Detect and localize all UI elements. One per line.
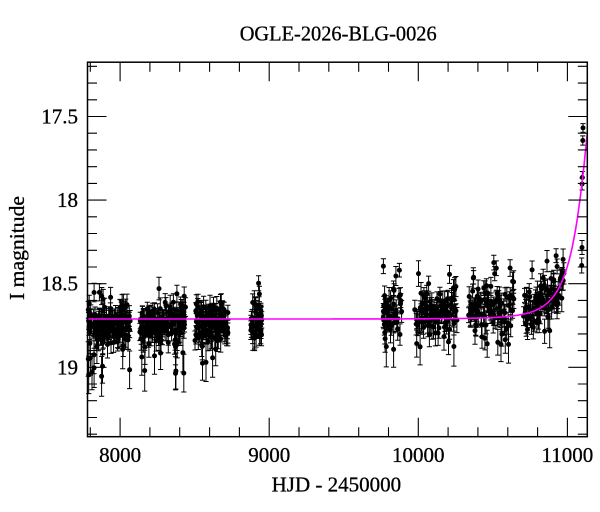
svg-text:8000: 8000 [99,443,141,467]
svg-text:19: 19 [57,355,78,379]
svg-text:18.5: 18.5 [41,272,78,296]
svg-text:OGLE-2026-BLG-0026: OGLE-2026-BLG-0026 [240,21,437,45]
svg-text:18: 18 [57,188,78,212]
svg-text:I magnitude: I magnitude [5,196,29,300]
svg-text:HJD - 2450000: HJD - 2450000 [272,472,402,496]
svg-text:17.5: 17.5 [41,105,78,129]
svg-text:10000: 10000 [392,443,445,467]
svg-text:9000: 9000 [248,443,290,467]
svg-text:11000: 11000 [542,443,594,467]
